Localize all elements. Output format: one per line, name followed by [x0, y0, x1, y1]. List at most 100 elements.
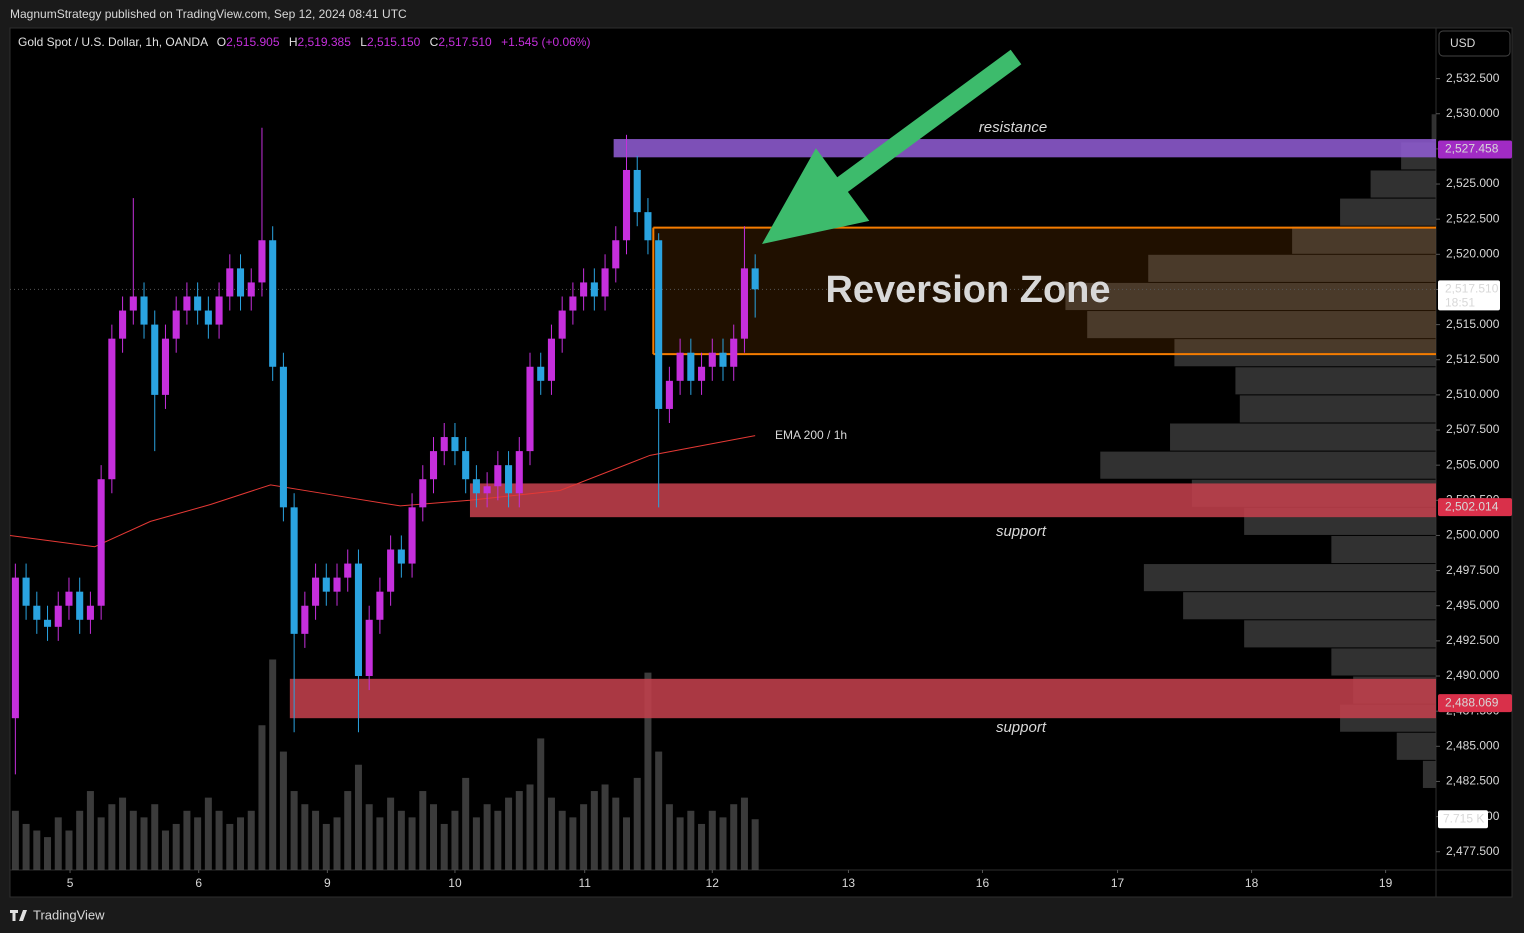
volume-bar	[440, 823, 448, 870]
candle-body	[719, 352, 727, 367]
y-tick-label: 2,485.000	[1446, 738, 1500, 752]
candle-body	[644, 212, 652, 241]
ema-label: EMA 200 / 1h	[775, 428, 847, 442]
volume-bar	[226, 823, 234, 870]
volume-profile-row	[1431, 114, 1436, 142]
volume-profile-row	[1331, 535, 1436, 564]
legend-value: 2,519.385	[298, 35, 352, 49]
y-tick-label: 2,495.000	[1446, 598, 1500, 612]
candle-body	[687, 352, 695, 381]
y-tick-label: 2,477.500	[1446, 844, 1500, 858]
volume-bar	[11, 810, 19, 870]
x-tick-label: 12	[706, 876, 720, 890]
y-tick-label: 2,500.000	[1446, 528, 1500, 542]
currency-button[interactable]	[1438, 30, 1511, 57]
candle-body	[183, 296, 191, 311]
candle-body	[354, 563, 362, 677]
plot: 5 6 9 10 11 12 13 16 17 18 19	[9, 28, 1512, 897]
candle-body	[708, 352, 716, 367]
candle-body	[676, 352, 684, 381]
candle-body	[569, 296, 577, 311]
volume-bar	[472, 817, 480, 870]
volume-bar	[558, 810, 566, 870]
volume-bar	[698, 823, 706, 870]
zone	[289, 678, 1436, 719]
volume-profile-row	[1100, 451, 1436, 479]
y-tick-label: 2,507.500	[1446, 422, 1500, 436]
x-tick-label: 5	[67, 876, 74, 890]
volume-profile-row	[1174, 339, 1436, 367]
candle-body	[86, 605, 94, 620]
x-tick-label: 18	[1245, 876, 1259, 890]
candle-body	[54, 605, 62, 627]
legend-change: +1.545 (+0.06%)	[501, 35, 590, 49]
volume-bar	[172, 823, 180, 870]
volume-bar	[526, 784, 534, 870]
candle-body	[11, 577, 19, 719]
currency-label[interactable]: USD	[1450, 36, 1476, 50]
legend-value: 2,515.150	[367, 35, 421, 49]
candle-body	[751, 268, 759, 290]
candle-body	[97, 479, 105, 606]
volume-bar	[580, 804, 588, 870]
volume-bar	[237, 817, 245, 870]
symbol: Gold Spot / U.S. Dollar, 1h, OANDA	[18, 35, 208, 49]
volume-bar	[719, 817, 727, 870]
candle-body	[161, 338, 170, 395]
y-tick-label: 2,525.000	[1446, 176, 1500, 190]
candle-body	[633, 169, 641, 213]
x-tick-label: 9	[324, 876, 331, 890]
candle-body	[279, 366, 287, 508]
candle-body	[129, 296, 137, 311]
volume-bar	[537, 738, 545, 870]
candle-body	[322, 577, 330, 592]
candle-body	[33, 605, 41, 620]
candle-body	[108, 338, 116, 480]
volume-bar	[687, 810, 695, 870]
volume-bar	[247, 810, 255, 870]
ema-line	[9, 435, 756, 548]
y-tick-label: 2,520.000	[1446, 246, 1500, 260]
x-tick-label: 17	[1111, 876, 1125, 890]
volume-tag	[1438, 810, 1488, 829]
volume-bar	[644, 672, 652, 870]
volume-bar	[22, 823, 30, 870]
y-tick-label: 2,510.000	[1446, 387, 1500, 401]
candle-body	[537, 366, 545, 381]
x-tick-label: 10	[448, 876, 462, 890]
candle-body	[387, 549, 395, 592]
price-tag	[1438, 140, 1512, 159]
volume-bar	[387, 797, 395, 870]
volume-bar	[54, 817, 62, 870]
candle-body	[269, 240, 277, 367]
volume-bar	[505, 797, 513, 870]
volume-profile-row	[1148, 254, 1436, 282]
volume-bar	[740, 797, 748, 870]
volume-profile-row	[1170, 423, 1436, 451]
volume-profile-row	[1087, 311, 1436, 339]
candle-body	[526, 366, 534, 452]
candle-body	[365, 619, 373, 677]
zone-label: support	[996, 719, 1047, 736]
volume-bar	[279, 751, 287, 870]
candle-body	[515, 451, 523, 494]
volume-bar	[215, 810, 223, 870]
zone-label: Reversion Zone	[825, 269, 1110, 311]
candle-body	[451, 437, 459, 452]
y-tick-label: 2,530.000	[1446, 106, 1500, 120]
candle-body	[612, 240, 620, 269]
candle-body	[76, 591, 84, 620]
price-tag-label: 2,502.014	[1445, 499, 1499, 513]
volume-bar	[408, 817, 416, 870]
candle-body	[601, 268, 609, 297]
volume-bar	[419, 791, 427, 870]
candle-body	[333, 577, 341, 592]
candle-body	[580, 282, 588, 297]
candle-body	[236, 268, 245, 297]
zone-label: support	[996, 523, 1047, 540]
volume-profile-row	[1331, 648, 1436, 676]
volume-bar	[751, 819, 759, 870]
candle-body	[494, 465, 502, 487]
volume-bar	[515, 791, 523, 870]
volume-profile-row	[1239, 395, 1436, 423]
